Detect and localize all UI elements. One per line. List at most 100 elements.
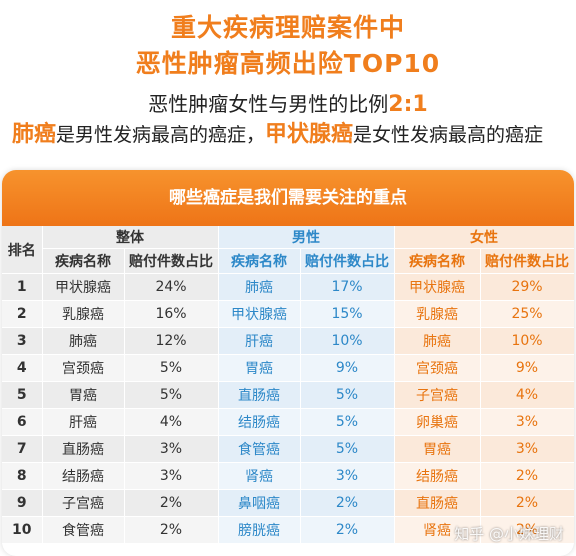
male-disease-cell: 鼻咽癌 — [218, 489, 301, 517]
table-row: 4 宫颈癌 5% 胃癌 9% 宫颈癌 9% — [2, 354, 574, 382]
female-ratio-cell: 9% — [480, 354, 574, 382]
header-rank: 排名 — [2, 226, 43, 274]
subtitle-ratio: 2:1 — [388, 92, 428, 117]
overall-ratio-cell: 4% — [124, 408, 219, 436]
female-disease-cell: 直肠癌 — [394, 489, 481, 517]
male-disease-cell: 甲状腺癌 — [218, 300, 301, 328]
female-disease-cell: 子宫癌 — [394, 381, 481, 409]
overall-disease-cell: 胃癌 — [42, 381, 125, 409]
header-female: 女性 — [394, 226, 574, 249]
female-disease-cell: 宫颈癌 — [394, 354, 481, 382]
male-ratio-cell: 17% — [300, 273, 395, 301]
header-row-groups: 排名 整体 男性 女性 — [2, 226, 574, 274]
rank-cell: 1 — [2, 273, 43, 301]
table-row: 3 肺癌 12% 肝癌 10% 肺癌 10% — [2, 327, 574, 355]
overall-ratio-cell: 5% — [124, 354, 219, 382]
table-row: 2 乳腺癌 16% 甲状腺癌 15% 乳腺癌 25% — [2, 300, 574, 328]
header-overall-ratio: 赔付件数占比 — [124, 248, 219, 274]
summary-line: 肺癌是男性发病最高的癌症，甲状腺癌是女性发病最高的癌症 — [12, 116, 572, 148]
rank-cell: 7 — [2, 435, 43, 463]
female-ratio-cell: 25% — [480, 300, 574, 328]
overall-ratio-cell: 3% — [124, 462, 219, 490]
overall-disease-cell: 甲状腺癌 — [42, 273, 125, 301]
overall-disease-cell: 肺癌 — [42, 327, 125, 355]
rank-cell: 10 — [2, 516, 43, 544]
card-banner: 哪些癌症是我们需要关注的重点 — [2, 170, 574, 226]
header-male-disease: 疾病名称 — [218, 248, 301, 274]
table-row: 9 子宫癌 2% 鼻咽癌 2% 直肠癌 2% — [2, 489, 574, 517]
male-disease-cell: 肝癌 — [218, 327, 301, 355]
overall-disease-cell: 乳腺癌 — [42, 300, 125, 328]
summary-text-1: 是男性发病最高的癌症， — [56, 124, 266, 146]
female-ratio-cell: 10% — [480, 327, 574, 355]
overall-ratio-cell: 3% — [124, 435, 219, 463]
male-disease-cell: 肾癌 — [218, 462, 301, 490]
header-male: 男性 — [218, 226, 395, 249]
overall-disease-cell: 结肠癌 — [42, 462, 125, 490]
male-ratio-cell: 5% — [300, 408, 395, 436]
rank-cell: 8 — [2, 462, 43, 490]
header-overall-disease: 疾病名称 — [42, 248, 125, 274]
male-ratio-cell: 2% — [300, 516, 395, 544]
title-line2: 恶性肿瘤高频出险TOP10 — [135, 49, 441, 78]
female-ratio-cell: 2% — [480, 489, 574, 517]
overall-disease-cell: 肝癌 — [42, 408, 125, 436]
male-disease-cell: 膀胱癌 — [218, 516, 301, 544]
female-ratio-cell: 3% — [480, 435, 574, 463]
overall-disease-cell: 宫颈癌 — [42, 354, 125, 382]
male-ratio-cell: 9% — [300, 354, 395, 382]
female-ratio-cell: 2% — [480, 516, 574, 544]
female-disease-cell: 结肠癌 — [394, 462, 481, 490]
female-ratio-cell: 2% — [480, 462, 574, 490]
table-row: 1 甲状腺癌 24% 肺癌 17% 甲状腺癌 29% — [2, 273, 574, 301]
overall-disease-cell: 食管癌 — [42, 516, 125, 544]
female-disease-cell: 胃癌 — [394, 435, 481, 463]
summary-text-2: 是女性发病最高的癌症 — [353, 124, 544, 146]
male-disease-cell: 直肠癌 — [218, 381, 301, 409]
highlight-thyroid-cancer: 甲状腺癌 — [265, 122, 354, 147]
rank-cell: 6 — [2, 408, 43, 436]
overall-ratio-cell: 24% — [124, 273, 219, 301]
ranking-table: 排名 整体 男性 女性 疾病名称 赔付件数占比 疾病名称 赔付件数占比 疾病名称… — [2, 226, 574, 544]
overall-ratio-cell: 5% — [124, 381, 219, 409]
header-row-columns: 疾病名称 赔付件数占比 疾病名称 赔付件数占比 疾病名称 赔付件数占比 — [2, 248, 574, 274]
subtitle: 恶性肿瘤女性与男性的比例2:1 — [0, 88, 576, 117]
male-ratio-cell: 5% — [300, 435, 395, 463]
table-row: 7 直肠癌 3% 食管癌 5% 胃癌 3% — [2, 435, 574, 463]
table-row: 10 食管癌 2% 膀胱癌 2% 肾癌 2% — [2, 516, 574, 544]
rank-cell: 9 — [2, 489, 43, 517]
overall-ratio-cell: 2% — [124, 489, 219, 517]
male-disease-cell: 结肠癌 — [218, 408, 301, 436]
female-ratio-cell: 3% — [480, 408, 574, 436]
header-male-ratio: 赔付件数占比 — [300, 248, 395, 274]
male-ratio-cell: 2% — [300, 489, 395, 517]
table-row: 5 胃癌 5% 直肠癌 5% 子宫癌 4% — [2, 381, 574, 409]
female-disease-cell: 肺癌 — [394, 327, 481, 355]
rank-cell: 2 — [2, 300, 43, 328]
male-ratio-cell: 10% — [300, 327, 395, 355]
male-ratio-cell: 5% — [300, 381, 395, 409]
female-disease-cell: 肾癌 — [394, 516, 481, 544]
male-disease-cell: 肺癌 — [218, 273, 301, 301]
overall-ratio-cell: 2% — [124, 516, 219, 544]
highlight-lung-cancer: 肺癌 — [12, 122, 57, 147]
overall-disease-cell: 子宫癌 — [42, 489, 125, 517]
overall-ratio-cell: 16% — [124, 300, 219, 328]
female-ratio-cell: 29% — [480, 273, 574, 301]
watermark: 知乎 @小妹理财 — [454, 525, 564, 543]
header-overall: 整体 — [42, 226, 219, 249]
female-ratio-cell: 4% — [480, 381, 574, 409]
male-disease-cell: 胃癌 — [218, 354, 301, 382]
ranking-card: 哪些癌症是我们需要关注的重点 排名 整体 男性 女性 疾病名称 赔付件数占比 疾… — [2, 170, 574, 556]
female-disease-cell: 卵巢癌 — [394, 408, 481, 436]
table-row: 6 肝癌 4% 结肠癌 5% 卵巢癌 3% — [2, 408, 574, 436]
rank-cell: 5 — [2, 381, 43, 409]
female-disease-cell: 乳腺癌 — [394, 300, 481, 328]
overall-ratio-cell: 12% — [124, 327, 219, 355]
title-line1: 重大疾病理赔案件中 — [170, 13, 405, 42]
male-ratio-cell: 15% — [300, 300, 395, 328]
female-disease-cell: 甲状腺癌 — [394, 273, 481, 301]
rank-cell: 4 — [2, 354, 43, 382]
header-female-disease: 疾病名称 — [394, 248, 481, 274]
header-female-ratio: 赔付件数占比 — [480, 248, 574, 274]
